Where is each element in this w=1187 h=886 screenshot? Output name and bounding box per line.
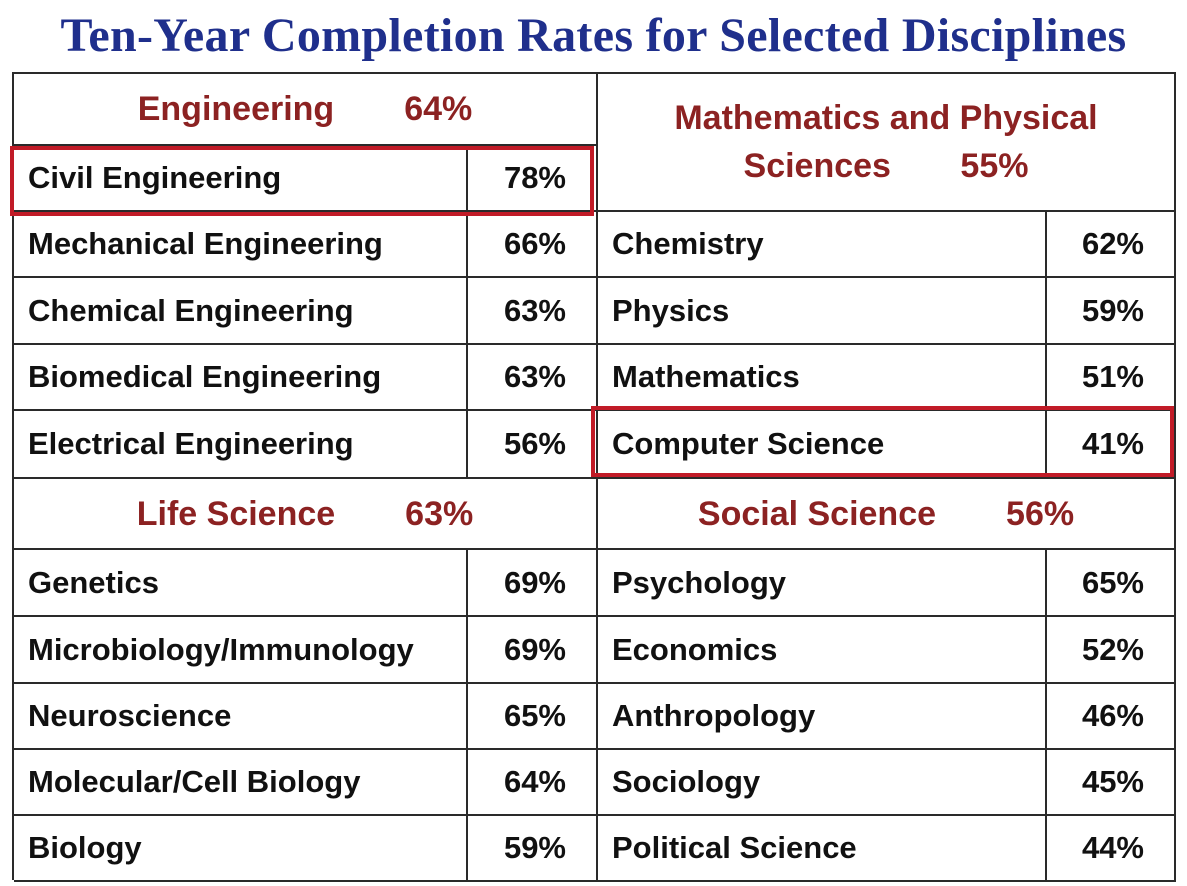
table-row-rate: 69% — [468, 550, 598, 617]
engineering-heading: Engineering 64% — [14, 74, 598, 146]
page-title: Ten-Year Completion Rates for Selected D… — [60, 9, 1127, 62]
table-row-rate: 64% — [468, 750, 598, 816]
life-science-heading: Life Science 63% — [14, 479, 598, 550]
table-row-rate: 52% — [1047, 617, 1176, 684]
table-row-rate: 62% — [1047, 212, 1176, 278]
table-row-label: Chemistry — [598, 212, 1047, 278]
table-row-label: Psychology — [598, 550, 1047, 617]
math-physical-heading-rate: 55% — [960, 147, 1029, 185]
table-row-label: Sociology — [598, 750, 1047, 816]
math-physical-heading-line1: Mathematics and Physical — [674, 99, 1098, 137]
table-row-rate: 46% — [1047, 684, 1176, 750]
engineering-heading-label: Engineering — [137, 90, 335, 128]
social-science-heading-label: Social Science — [697, 494, 937, 533]
table-row-rate: 69% — [468, 617, 598, 684]
table-row-label: Biomedical Engineering — [14, 345, 468, 411]
table-row-label: Mathematics — [598, 345, 1047, 411]
table-row-rate: 63% — [468, 278, 598, 345]
table-row-label: Anthropology — [598, 684, 1047, 750]
engineering-heading-rate: 64% — [404, 90, 473, 128]
social-science-heading: Social Science 56% — [598, 479, 1176, 550]
table-row-label: Biology — [14, 816, 468, 882]
table-row-rate: 45% — [1047, 750, 1176, 816]
table-row-label: Microbiology/Immunology — [14, 617, 468, 684]
completion-rates-table: Engineering 64% Mathematics and Physical… — [12, 72, 1176, 882]
table-row-label: Political Science — [598, 816, 1047, 882]
math-physical-heading-line2: Sciences — [743, 147, 891, 185]
table-row-label: Neuroscience — [14, 684, 468, 750]
table-row-rate: 56% — [468, 411, 598, 479]
table-row-rate: 59% — [468, 816, 598, 882]
table-row-rate: 65% — [1047, 550, 1176, 617]
table-row-rate: 65% — [468, 684, 598, 750]
math-physical-heading: Mathematics and Physical Sciences 55% — [598, 74, 1176, 212]
table-row-label: Computer Science — [598, 411, 1047, 479]
table-row-label: Molecular/Cell Biology — [14, 750, 468, 816]
table-row-rate: 51% — [1047, 345, 1176, 411]
table-row-rate: 66% — [468, 212, 598, 278]
table-row-label: Chemical Engineering — [14, 278, 468, 345]
table-row-label: Genetics — [14, 550, 468, 617]
life-science-heading-label: Life Science — [136, 494, 336, 533]
table-row-rate: 59% — [1047, 278, 1176, 345]
table-row-rate: 41% — [1047, 411, 1176, 479]
table-row-rate: 44% — [1047, 816, 1176, 882]
table-row-rate: 78% — [468, 146, 598, 212]
table-row-label: Civil Engineering — [14, 146, 468, 212]
table-row-rate: 63% — [468, 345, 598, 411]
social-science-heading-rate: 56% — [1006, 494, 1075, 533]
table-row-label: Mechanical Engineering — [14, 212, 468, 278]
table-row-label: Electrical Engineering — [14, 411, 468, 479]
table-row-label: Economics — [598, 617, 1047, 684]
life-science-heading-rate: 63% — [405, 494, 474, 533]
table-row-label: Physics — [598, 278, 1047, 345]
